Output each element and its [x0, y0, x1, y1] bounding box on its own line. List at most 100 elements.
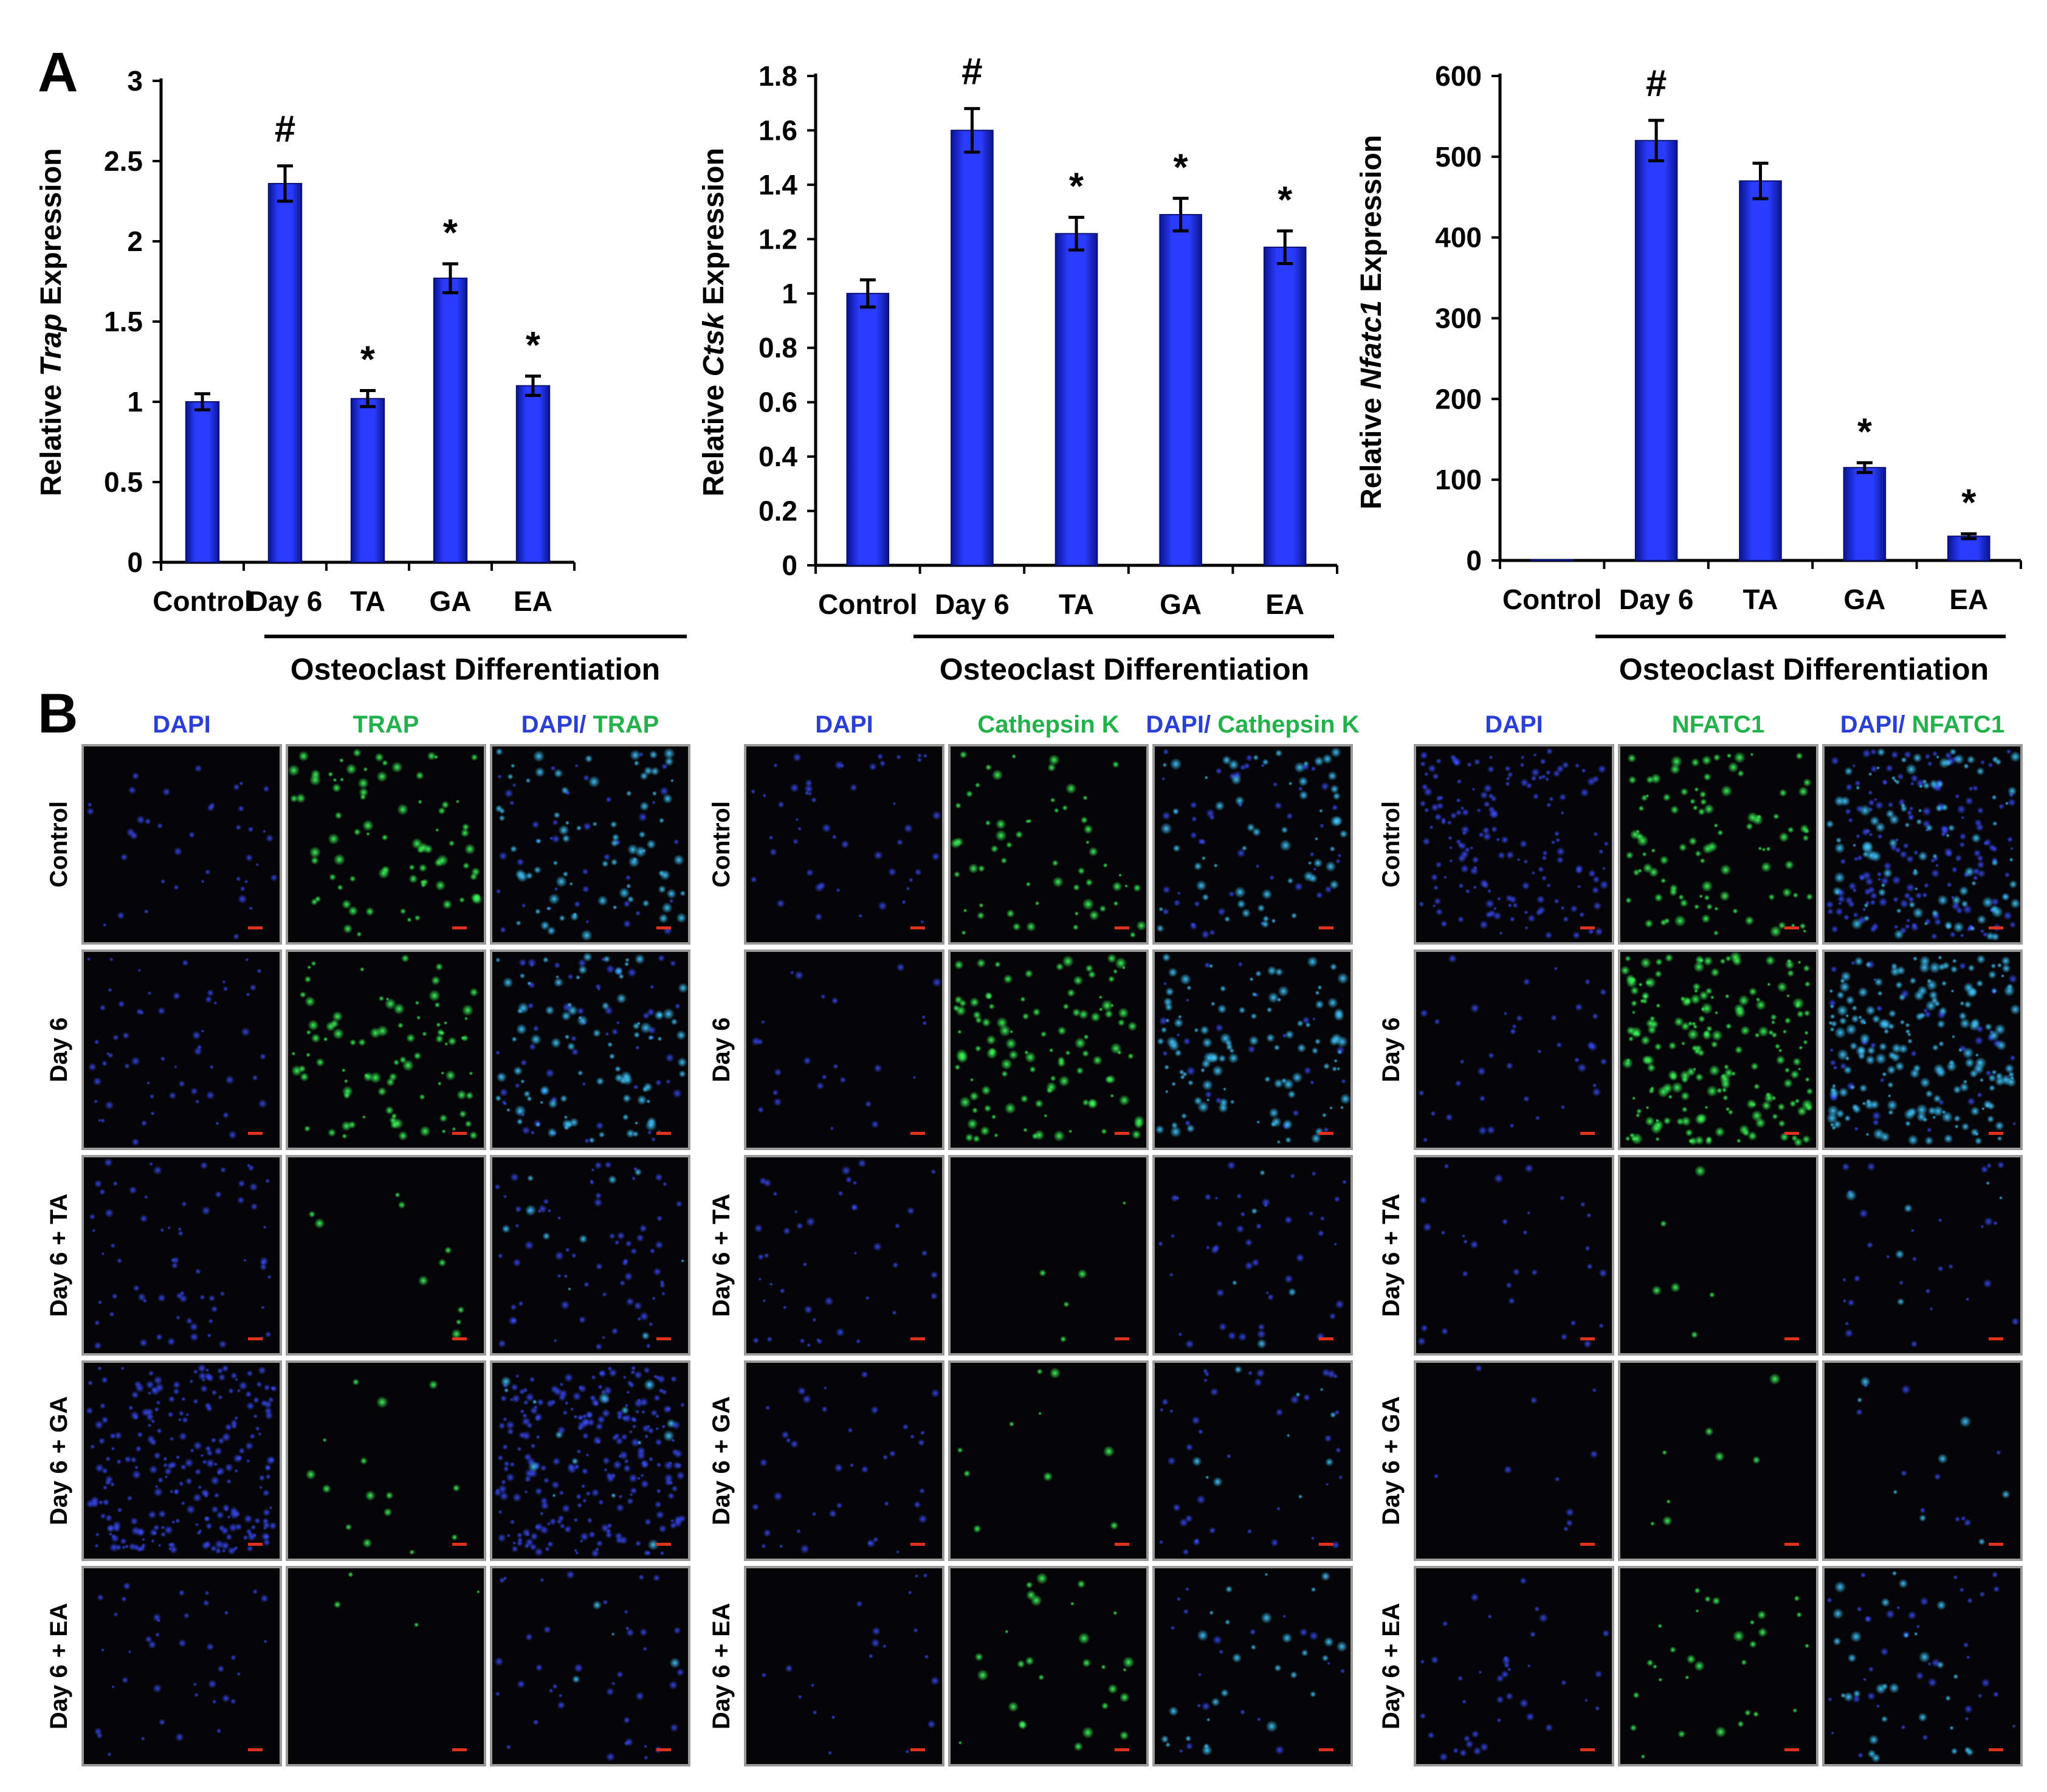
row-header: Day 6 + GA [46, 1396, 72, 1525]
category-label: EA [1949, 584, 1988, 615]
scale-bar [1319, 926, 1333, 929]
y-tick-label: 200 [1435, 383, 1482, 415]
significance-mark: # [962, 51, 982, 93]
column-header: NFATC1 [1672, 711, 1765, 738]
micrograph-cell [81, 949, 282, 1150]
scale-bar [452, 1132, 467, 1135]
micrograph-cell [1822, 1360, 2023, 1561]
y-tick-label: 0.4 [759, 441, 797, 472]
bar [1159, 214, 1202, 567]
category-label: Control [818, 588, 918, 620]
chart-nfatc1-expression: 0 100 200 300 400 500 600 Control # Day 6 TA * GA * EA… [1355, 60, 2022, 615]
scale-bar [910, 926, 925, 929]
group-label-3: Osteoclast Differentiation [1619, 652, 1989, 686]
bar [951, 129, 994, 566]
category-label: GA [1843, 584, 1885, 615]
micrograph-cell [1152, 949, 1353, 1150]
error-bar [1648, 119, 1665, 162]
row-header: Day 6 + EA [1378, 1603, 1405, 1729]
scale-bar [1580, 1337, 1595, 1340]
group-bracket-1: Osteoclast Differentiation [264, 635, 687, 686]
micrograph-cell [1152, 1566, 1353, 1766]
y-tick-label: 1.2 [759, 223, 797, 255]
error-bar [1752, 161, 1769, 201]
significance-mark: * [526, 325, 541, 367]
scale-bar [910, 1748, 925, 1751]
y-tick-label: 1 [127, 386, 143, 418]
micrograph-cell [1152, 1155, 1353, 1356]
scale-bar [656, 1543, 671, 1546]
micrograph-cell [1822, 744, 2023, 945]
row-header: Day 6 [708, 1018, 735, 1083]
y-tick-label: 1.8 [759, 60, 797, 92]
group-bracket-3: Osteoclast Differentiation [1595, 635, 2006, 686]
error-bar [194, 392, 210, 412]
row-header: Day 6 + EA [46, 1603, 72, 1729]
significance-mark: * [1174, 146, 1189, 188]
scale-bar [1319, 1132, 1333, 1135]
scale-bar [1784, 926, 1799, 929]
group-bracket-2: Osteoclast Differentiation [913, 635, 1334, 686]
scale-bar [248, 1132, 263, 1135]
micrograph-grid-3: DAPI NFATC1 DAPI/ NFATC1 Control Day 6 Day 6 … [1378, 711, 2023, 1766]
micrograph-cell [744, 1360, 944, 1561]
micrograph-cell [1414, 1566, 1614, 1766]
scale-bar [1580, 1543, 1595, 1546]
significance-mark: # [1646, 63, 1667, 105]
category-label: Day 6 [248, 585, 323, 617]
scale-bar [1319, 1748, 1333, 1751]
category-label: EA [514, 585, 552, 617]
category-label: Control [1502, 584, 1602, 615]
micrograph-cell [948, 1155, 1149, 1356]
micrograph-cell [286, 744, 486, 945]
y-tick-label: 1 [782, 278, 797, 309]
micrograph-cell [81, 1566, 282, 1766]
scale-bar [248, 926, 263, 929]
micrograph-cell [948, 949, 1149, 1150]
column-header: DAPI/ NFATC1 [1840, 711, 2004, 738]
micrograph-cell [1414, 744, 1614, 945]
category-label: TA [1059, 588, 1094, 620]
micrograph-cell [1414, 949, 1614, 1150]
significance-mark: * [1278, 179, 1293, 221]
bar [1843, 467, 1887, 561]
scale-bar [656, 1337, 671, 1340]
y-tick-label: 2 [127, 226, 143, 257]
column-header: Cathepsin K [977, 711, 1119, 738]
panel-letter-b: B [38, 683, 78, 745]
y-tick-label: 3 [127, 65, 143, 97]
micrograph-cell [1618, 1566, 1818, 1766]
micrograph-cell [744, 1566, 944, 1766]
bar [846, 292, 890, 566]
micrograph-cell [948, 1566, 1149, 1766]
scale-bar [1989, 1337, 2003, 1340]
y-tick-label: 0 [782, 550, 797, 581]
scale-bar [452, 1748, 467, 1751]
bar [185, 401, 220, 563]
row-header: Control [46, 801, 72, 887]
scale-bar [1580, 1748, 1595, 1751]
column-header: DAPI [153, 711, 211, 738]
y-tick-label: 100 [1435, 464, 1482, 495]
bar [1263, 246, 1307, 566]
group-label-2: Osteoclast Differentiation [940, 652, 1309, 686]
row-header: Day 6 + TA [1378, 1194, 1405, 1317]
y-tick-label: 0.8 [759, 332, 797, 364]
micrograph-cell [81, 1360, 282, 1561]
micrograph-cell [1618, 744, 1818, 945]
chart-trap-expression: 0 0.5 1 1.5 2 2.5 3 Control # Day 6 * TA * GA * EA Relat… [35, 65, 576, 617]
scale-bar [656, 1132, 671, 1135]
micrograph-cell [744, 744, 944, 945]
scale-bar [656, 1748, 671, 1751]
scale-bar [248, 1748, 263, 1751]
scale-bar [1784, 1132, 1799, 1135]
micrograph-cell [1414, 1360, 1614, 1561]
bar [1634, 140, 1678, 561]
y-tick-label: 1.4 [759, 169, 797, 201]
micrograph-cell [1822, 1566, 2023, 1766]
micrograph-cell [1618, 1360, 1818, 1561]
significance-mark: * [1069, 166, 1084, 208]
micrograph-cell [744, 949, 944, 1150]
y-tick-label: 0 [127, 546, 143, 578]
